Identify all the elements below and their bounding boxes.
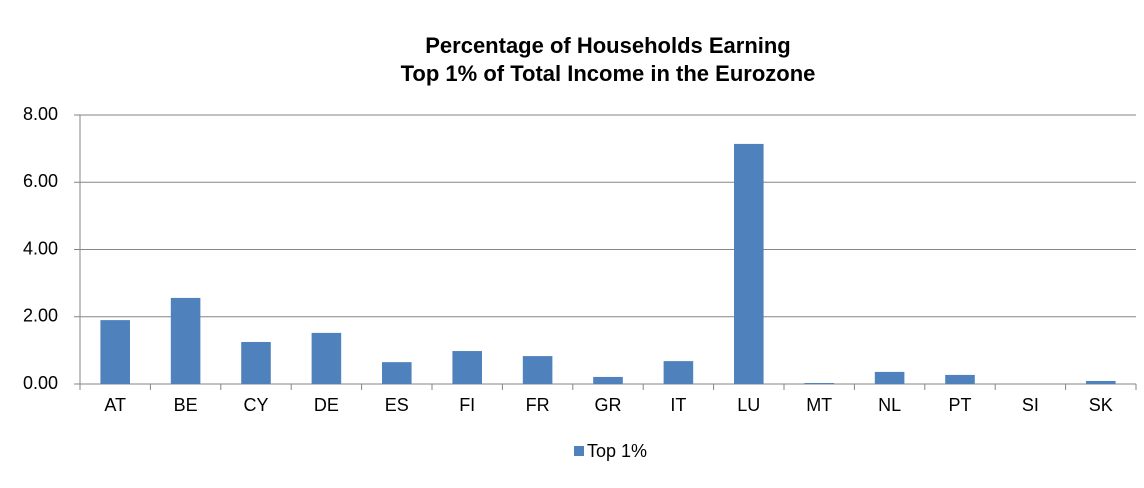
bar	[734, 143, 764, 384]
bar	[593, 376, 623, 384]
y-tick-label: 4.00	[23, 238, 58, 258]
x-tick-label: BE	[174, 395, 198, 415]
y-tick-label: 8.00	[23, 104, 58, 124]
bar	[170, 297, 201, 384]
bar	[522, 356, 553, 384]
x-tick-label: LU	[737, 395, 760, 415]
x-tick-label: FI	[459, 395, 475, 415]
x-tick-label: ES	[385, 395, 409, 415]
bar	[382, 362, 412, 384]
chart-title: Top 1% of Total Income in the Eurozone	[401, 61, 816, 86]
legend-label: Top 1%	[587, 441, 647, 461]
y-tick-label: 2.00	[23, 306, 58, 326]
bar	[663, 361, 694, 384]
x-tick-label: CY	[243, 395, 268, 415]
bar	[452, 351, 482, 384]
x-tick-label: SK	[1089, 395, 1113, 415]
bar	[945, 374, 975, 384]
bar	[311, 332, 342, 384]
y-tick-label: 0.00	[23, 373, 58, 393]
x-tick-label: SI	[1022, 395, 1039, 415]
x-tick-label: FR	[526, 395, 550, 415]
chart-title: Percentage of Households Earning	[425, 33, 791, 58]
x-tick-label: NL	[878, 395, 901, 415]
x-tick-label: DE	[314, 395, 339, 415]
bar	[804, 382, 834, 384]
x-tick-label: IT	[670, 395, 686, 415]
x-tick-label: MT	[806, 395, 832, 415]
legend-swatch	[574, 446, 584, 456]
x-tick-label: PT	[948, 395, 971, 415]
bar	[100, 320, 130, 384]
bar	[874, 371, 905, 384]
bar	[1086, 380, 1116, 384]
bar	[241, 341, 271, 384]
x-tick-label: AT	[104, 395, 126, 415]
y-tick-label: 6.00	[23, 171, 58, 191]
x-tick-label: GR	[595, 395, 622, 415]
